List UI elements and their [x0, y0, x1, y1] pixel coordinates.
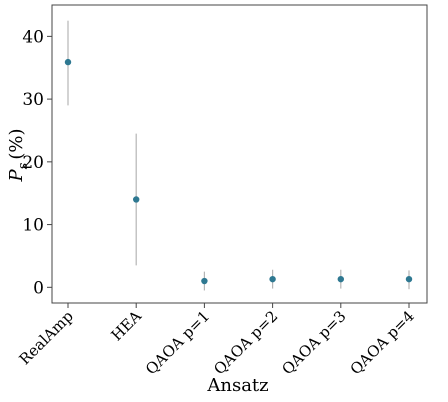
data-point: [405, 275, 413, 283]
plot-frame: [51, 4, 428, 304]
data-point: [64, 58, 72, 66]
y-axis-title-sub: s: [16, 162, 31, 169]
x-tick-label: RealAmp: [16, 307, 77, 368]
data-point: [269, 275, 276, 283]
x-tick-label: QAOA p=3: [278, 307, 349, 378]
y-tick-label: 0: [33, 278, 44, 298]
x-tick-label: QAOA p=1: [142, 307, 213, 378]
data-point: [133, 196, 140, 203]
data-point: [201, 277, 208, 285]
y-axis-title-unit: (%): [6, 129, 27, 160]
y-tick-label: 20: [22, 153, 44, 173]
y-tick-label: 10: [22, 216, 44, 236]
x-tick-label: HEA: [108, 307, 145, 344]
y-axis-title-main: P: [6, 168, 27, 182]
x-axis-title: Ansatz: [206, 375, 268, 396]
y-tick-label: 40: [22, 27, 44, 47]
data-point: [337, 275, 344, 283]
y-axis-title: Ps (%): [6, 129, 31, 183]
x-tick-label: QAOA p=2: [210, 307, 281, 378]
x-tick-label: QAOA p=4: [347, 307, 418, 378]
y-axis: 0 10 20 30 40: [22, 27, 52, 298]
plot-area: [51, 4, 428, 304]
y-tick-label: 30: [22, 90, 44, 110]
